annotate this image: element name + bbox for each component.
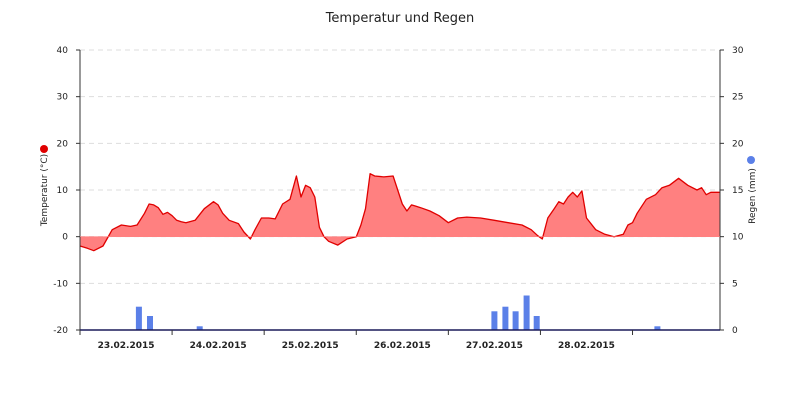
x-tick-label: 25.02.2015 <box>282 341 339 351</box>
rain-bar <box>533 316 540 330</box>
temperature-area-layer <box>79 173 720 252</box>
right-tick-label: 15 <box>732 186 743 196</box>
rain-bar <box>196 326 203 330</box>
temperature-series-line <box>79 173 720 252</box>
left-axis-title: Temperatur (°C) <box>40 154 50 227</box>
chart-title: Temperatur und Regen <box>325 11 475 26</box>
left-tick-label: 40 <box>57 46 69 56</box>
right-tick-label: 25 <box>732 93 743 103</box>
x-tick-label: 27.02.2015 <box>466 341 523 351</box>
rain-bar <box>512 311 519 330</box>
right-axis-title: Regen (mm) <box>748 168 758 224</box>
left-tick-label: 0 <box>62 233 68 243</box>
right-tick-label: 10 <box>732 233 744 243</box>
right-axis-ticks: 30 25 20 15 10 5 0 <box>720 46 744 336</box>
left-tick-label: 10 <box>57 186 69 196</box>
rain-bar <box>523 295 530 330</box>
x-axis-ticks: 23.02.2015 24.02.2015 25.02.2015 26.02.2015… <box>79 330 634 351</box>
rain-bars-layer <box>135 295 661 330</box>
left-tick-label: 20 <box>57 139 69 149</box>
right-tick-label: 0 <box>732 326 738 336</box>
left-tick-label: 30 <box>57 93 69 103</box>
x-tick-label: 26.02.2015 <box>374 341 431 351</box>
temperature-legend-marker <box>40 145 48 153</box>
rain-bar <box>502 306 509 330</box>
rain-bar <box>147 316 153 330</box>
temperature-area-fill <box>80 173 720 251</box>
rain-legend-marker <box>747 156 755 164</box>
right-tick-label: 20 <box>732 139 744 149</box>
x-tick-label: 28.02.2015 <box>558 341 615 351</box>
left-tick-label: -10 <box>53 279 68 289</box>
rain-bar <box>654 326 661 330</box>
x-tick-label: 23.02.2015 <box>98 341 155 351</box>
rain-bar <box>135 306 142 330</box>
right-tick-label: 5 <box>732 279 738 289</box>
grid-lines <box>80 49 720 284</box>
rain-bar <box>491 311 498 330</box>
right-tick-label: 30 <box>732 46 744 56</box>
left-axis-ticks: 40 30 20 10 0 -10 -20 <box>53 46 80 336</box>
x-tick-label: 24.02.2015 <box>190 341 247 351</box>
left-tick-label: -20 <box>53 326 68 336</box>
